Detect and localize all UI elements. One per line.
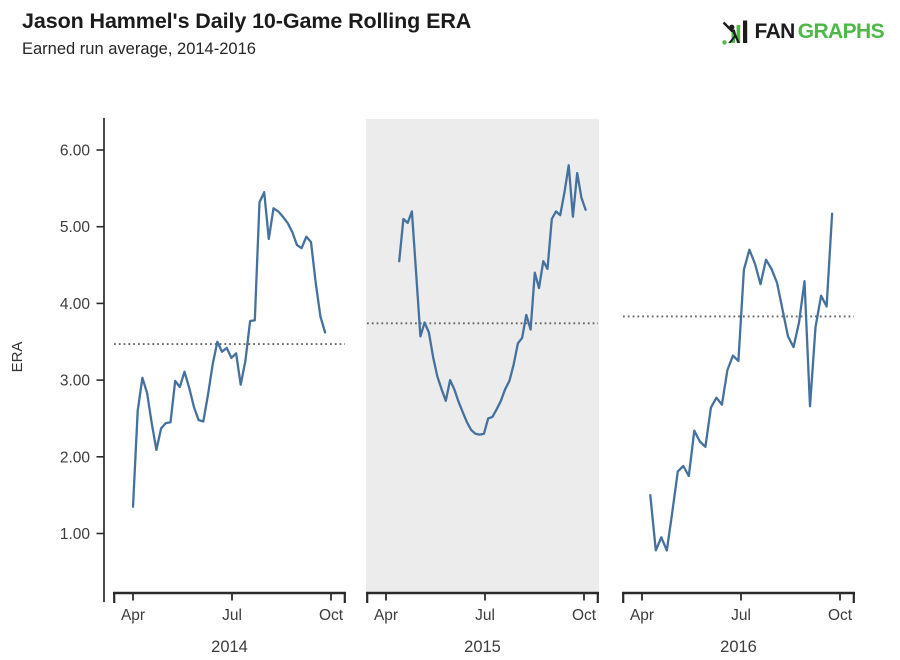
x-tick-label-2014-Apr: Apr <box>121 607 145 624</box>
x-tick-label-2015-Apr: Apr <box>374 607 398 624</box>
logo-text-graphs: GRAPHS <box>797 20 885 43</box>
y-tick-label-6.00: 6.00 <box>60 143 91 160</box>
chart-titles: Jason Hammel's Daily 10-Game Rolling ERA… <box>22 9 471 59</box>
rolling-era-line-2016 <box>649 212 834 552</box>
page-title: Jason Hammel's Daily 10-Game Rolling ERA <box>22 9 472 33</box>
x-tick-label-2016-Apr: Apr <box>630 607 654 624</box>
x-tick-label-2015-Jul: Jul <box>475 607 495 624</box>
y-tick-label-2.00: 2.00 <box>60 449 91 466</box>
y-axis-title: ERA <box>9 342 26 373</box>
chart-subtitle: Earned run average, 2014-2016 <box>22 40 256 58</box>
rolling-era-line-2014 <box>131 191 327 508</box>
year-label-2014: 2014 <box>211 638 248 656</box>
y-tick-label-1.00: 1.00 <box>60 526 91 543</box>
x-tick-label-2014-Oct: Oct <box>319 607 344 624</box>
x-tick-label-2015-Oct: Oct <box>572 607 597 624</box>
x-tick-label-2014-Jul: Jul <box>222 607 242 624</box>
y-tick-label-3.00: 3.00 <box>60 373 91 390</box>
y-tick-label-4.00: 4.00 <box>60 296 91 313</box>
year-label-2016: 2016 <box>720 638 757 656</box>
logo-text-fan: FAN <box>754 20 796 43</box>
fangraphs-logo[interactable]: FAN GRAPHS <box>721 18 885 46</box>
panel-background-2015 <box>366 119 599 593</box>
x-tick-label-2016-Oct: Oct <box>828 607 853 624</box>
fangraphs-batter-icon <box>721 20 747 45</box>
year-label-2015: 2015 <box>464 638 501 656</box>
rolling-era-line-2015 <box>398 164 587 436</box>
chart-header: Jason Hammel's Daily 10-Game Rolling ERA… <box>0 0 900 70</box>
x-tick-label-2016-Jul: Jul <box>731 607 751 624</box>
y-tick-label-5.00: 5.00 <box>60 219 91 236</box>
